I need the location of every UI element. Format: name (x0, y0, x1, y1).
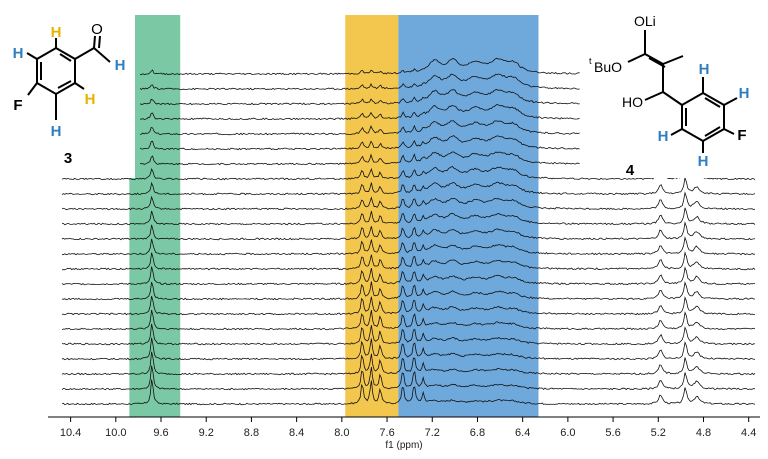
h-atom-4-c: H (658, 128, 669, 145)
x-tick-label-9: 7.2 (425, 427, 440, 439)
x-tick-label-10: 6.8 (470, 427, 485, 439)
spectrum-trace-2 (61, 365, 756, 391)
structure-4: OLi t BuO HO H H H F H 4 (585, 0, 768, 179)
f-atom-3: F (13, 97, 22, 114)
spectrum-trace-12 (61, 221, 756, 241)
h-atom-3-aldehyde: H (115, 57, 126, 74)
spectrum-trace-21 (139, 89, 580, 106)
ho-group: HO (622, 94, 643, 110)
x-tick-label-2: 10.0 (105, 427, 126, 439)
x-tick-label-5: 8.8 (244, 427, 259, 439)
spectrum-trace-15 (61, 177, 756, 196)
structure-4-label: 4 (626, 162, 635, 179)
spectrum-trace-11 (61, 236, 756, 256)
spectrum-trace-16 (61, 161, 756, 181)
structure-3: H H O H H F H 3 (0, 0, 135, 178)
spectrum-trace-10 (61, 251, 756, 271)
x-tick-label-7: 8.0 (334, 427, 349, 439)
x-tick-label-6: 8.4 (289, 427, 304, 439)
spectrum-trace-23 (139, 57, 580, 76)
spectrum-trace-4 (61, 337, 756, 361)
spectrum-trace-17 (139, 151, 580, 166)
oli-group: OLi (634, 13, 656, 29)
tbuo-group: BuO (594, 59, 622, 75)
h-atom-4-d: H (698, 153, 709, 170)
spectrum-trace-5 (61, 323, 756, 346)
highlight-band-3 (398, 15, 539, 417)
h-atom-3-right: H (85, 91, 96, 108)
x-tick-label-4: 9.2 (199, 427, 214, 439)
x-tick-label-12: 6.0 (560, 427, 575, 439)
o-atom-3: O (91, 21, 103, 38)
x-tick-label-8: 7.6 (379, 427, 394, 439)
x-tick-label-1: 10.4 (60, 427, 81, 439)
spectrum-trace-6 (61, 309, 756, 331)
h-atom-3-bottom: H (51, 123, 62, 140)
x-tick-label-11: 6.4 (515, 427, 530, 439)
x-tick-label-15: 4.8 (696, 427, 711, 439)
h-atom-4-a: H (699, 61, 710, 78)
x-tick-label-13: 5.6 (605, 427, 620, 439)
spectrum-trace-20 (139, 104, 580, 121)
structure-3-bonds (26, 35, 111, 120)
structure-4-bonds (627, 30, 738, 153)
h-atom-4-b: H (739, 85, 750, 102)
spectrum-trace-1 (61, 379, 756, 406)
h-atom-3-top: H (51, 24, 62, 41)
x-tick-label-14: 5.2 (651, 427, 666, 439)
structure-3-label: 3 (64, 150, 72, 167)
spectrum-trace-13 (61, 207, 756, 226)
highlight-band-2 (345, 15, 399, 417)
spectrum-trace-18 (139, 134, 580, 151)
highlight-band-1 (129, 15, 181, 417)
spectrum-trace-8 (61, 281, 755, 301)
spectrum-trace-14 (61, 191, 756, 211)
spectrum-trace-22 (139, 73, 580, 91)
h-atom-3-left: H (13, 45, 24, 62)
x-tick-label-3: 9.6 (153, 427, 168, 439)
spectra-stack (61, 57, 756, 406)
tbu-superscript: t (589, 56, 592, 66)
x-axis-label: f1 (ppm) (385, 440, 422, 451)
spectrum-trace-7 (61, 295, 755, 316)
spectrum-trace-19 (139, 120, 580, 136)
f-atom-4: F (737, 127, 746, 144)
spectrum-trace-3 (61, 351, 756, 376)
x-axis: 10.4 10.0 9.6 9.2 8.8 8.4 8.0 7.6 7.2 6.8 6.4 6.0 5.… (48, 416, 760, 439)
x-tick-label-16: 4.4 (741, 427, 756, 439)
spectrum-trace-9 (61, 266, 756, 286)
